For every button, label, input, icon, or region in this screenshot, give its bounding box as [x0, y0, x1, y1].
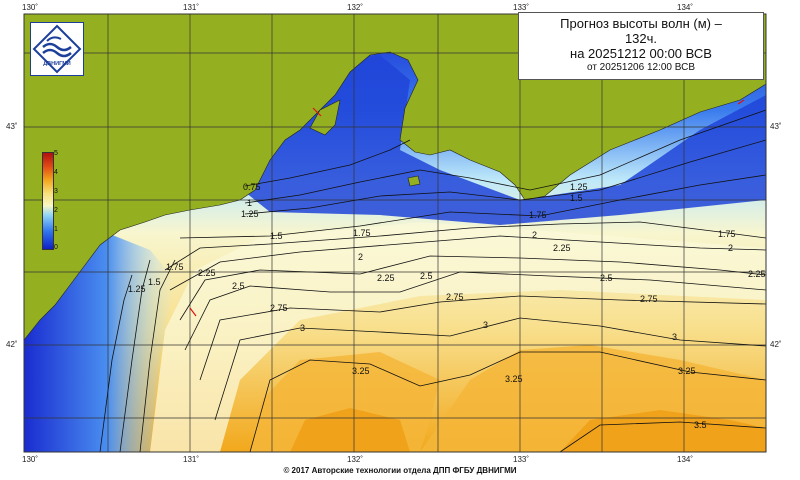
forecast-issue-time: от 20251206 12:00 ВСВ [586, 62, 695, 73]
contour-label: 2 [728, 243, 733, 253]
lon-tick: 132˚ [347, 455, 364, 464]
sea-nearshore-blue [230, 55, 766, 225]
contour-label: 1.75 [166, 262, 184, 272]
contours [99, 109, 767, 453]
contour-3-5 [559, 421, 767, 453]
contour-label: 1.25 [241, 209, 259, 219]
contour-label: 2 [532, 230, 537, 240]
contour-2-75 [199, 295, 767, 381]
forecast-title-box: Прогноз высоты волн (м) – 132ч. на 20251… [518, 12, 764, 80]
contour-label: 2.5 [420, 271, 433, 281]
arrow-icon [312, 107, 322, 117]
lon-tick: 134˚ [677, 3, 694, 12]
contour-label: 2 [358, 252, 363, 262]
contour-label: 2.5 [600, 273, 613, 283]
contour-0-75 [244, 139, 411, 187]
contour-label: 3.25 [678, 366, 696, 376]
contour-label: 1 [247, 198, 252, 208]
lon-tick: 131˚ [183, 3, 200, 12]
contour-label: 2.75 [640, 294, 658, 304]
lon-tick: 131˚ [183, 455, 200, 464]
color-scale-legend [42, 152, 54, 250]
contour-label: 3.5 [694, 420, 707, 430]
lon-tick: 130˚ [22, 455, 39, 464]
lat-tick: 43˚ [6, 122, 18, 131]
contour-1-75 [164, 221, 767, 271]
forecast-title: Прогноз высоты волн (м) – [560, 16, 722, 31]
lat-tick: 42˚ [6, 340, 18, 349]
map-frame [23, 13, 767, 453]
legend-label: 1 [54, 226, 58, 233]
logo-emblem-icon: ДВНИГМИ [32, 24, 82, 74]
land-island [407, 175, 421, 187]
contour-1-25 [244, 139, 767, 215]
contour-label: 1.5 [270, 231, 283, 241]
lon-tick: 134˚ [677, 455, 694, 464]
contour-west-1 [119, 259, 151, 453]
logo-text: ДВНИГМИ [43, 61, 71, 67]
contour-label: 3 [483, 320, 488, 330]
lon-tick: 130˚ [22, 3, 39, 12]
legend-label: 2 [54, 207, 58, 214]
lat-tick: 43˚ [770, 122, 782, 131]
sea-orange-deep [290, 408, 410, 452]
forecast-lead-time: 132ч. [624, 31, 658, 46]
contour-label: 3.25 [352, 366, 370, 376]
contour-2-25 [179, 255, 767, 321]
contour-label: 1.75 [353, 228, 371, 238]
wave-arrows [189, 99, 745, 317]
contour-2-5 [184, 271, 767, 351]
contour-label: 0.75 [243, 182, 261, 192]
contour-label: 2.5 [232, 281, 245, 291]
contour-west-2 [139, 259, 176, 453]
contour-west-3 [99, 274, 133, 453]
contour-label: 1.5 [148, 277, 161, 287]
lon-tick: 133˚ [513, 3, 530, 12]
legend-label: 4 [54, 169, 58, 176]
contour-label: 2.75 [270, 303, 288, 313]
contour-1 [244, 109, 767, 204]
contour-label: 1.75 [529, 210, 547, 220]
legend-label: 0 [54, 244, 58, 251]
sea-orange-deep-2 [560, 410, 766, 452]
contour-1-5 [179, 174, 767, 239]
legend-label: 5 [54, 150, 58, 157]
contour-label: 1.25 [128, 284, 146, 294]
forecast-valid-time: на 20251212 00:00 ВСВ [570, 46, 712, 61]
contour-3 [214, 317, 767, 421]
contour-label: 1.25 [570, 182, 588, 192]
lon-tick: 132˚ [347, 3, 364, 12]
contour-2 [169, 235, 767, 291]
copyright-footer: © 2017 Авторские технологии отдела ДПП Ф… [283, 466, 517, 475]
land-mainland-north [23, 13, 767, 341]
arrow-icon [737, 99, 745, 105]
lon-tick: 133˚ [513, 455, 530, 464]
arrow-icon [189, 307, 197, 317]
contour-label: 2.25 [377, 273, 395, 283]
contour-labels: 0.75 1 1.25 1.5 1.75 2 2.25 2.5 2.75 3 3… [128, 182, 766, 430]
contour-label: 1.5 [570, 193, 583, 203]
contour-label: 2.25 [553, 243, 571, 253]
contour-label: 1.75 [718, 229, 736, 239]
graticule [24, 14, 766, 452]
contour-3-25 [249, 351, 767, 453]
legend-label: 3 [54, 188, 58, 195]
sea-pale-band [150, 222, 766, 452]
contour-label: 3 [672, 332, 677, 342]
contour-label: 2.75 [446, 292, 464, 302]
contour-label: 3 [300, 323, 305, 333]
lat-tick: 42˚ [770, 340, 782, 349]
contour-label: 2.25 [198, 268, 216, 278]
contour-label: 3.25 [505, 374, 523, 384]
land-peninsula [309, 99, 341, 136]
dvnigmi-logo: ДВНИГМИ [30, 22, 84, 76]
contour-label: 2.25 [748, 269, 766, 279]
